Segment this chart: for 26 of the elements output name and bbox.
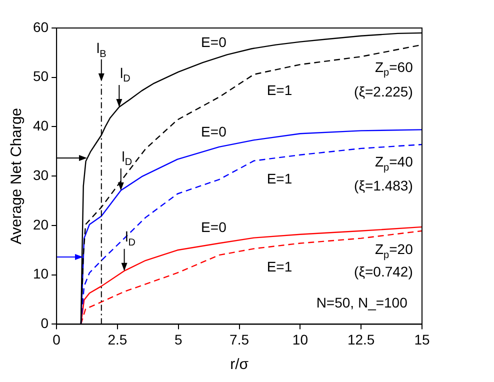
y-tick-label: 0 [40, 315, 49, 332]
x-tick-label: 0 [52, 331, 61, 348]
series-label: E=1 [266, 258, 292, 275]
series-label: E=0 [201, 218, 227, 235]
x-tick-label: 12.5 [347, 331, 375, 348]
x-tick-label: 2.5 [108, 331, 128, 348]
series-label: E=0 [201, 123, 227, 140]
x-tick-label: 7.5 [230, 331, 250, 348]
x-tick-label: 15 [414, 331, 430, 348]
x-axis-title: r/σ [230, 356, 250, 374]
x-tick-label: 5 [174, 331, 182, 348]
annotation: (ξ=1.483) [354, 177, 413, 194]
y-tick-label: 30 [32, 166, 49, 183]
series-label: E=0 [201, 34, 227, 50]
annotation: (ξ=2.225) [354, 84, 413, 100]
annotation: N=50, N_=100 [316, 294, 408, 310]
y-tick-label: 50 [32, 68, 49, 84]
series-label: E=1 [266, 82, 292, 98]
y-tick-label: 40 [32, 118, 49, 134]
y-tick-label: 60 [32, 18, 49, 35]
y-tick-label: 10 [32, 266, 49, 282]
annotation: (ξ=0.742) [354, 264, 413, 280]
x-tick-label: 10 [292, 331, 308, 348]
y-tick-label: 20 [32, 216, 49, 232]
y-axis-title: Average Net Charge [8, 108, 26, 244]
series-label: E=1 [266, 170, 292, 186]
